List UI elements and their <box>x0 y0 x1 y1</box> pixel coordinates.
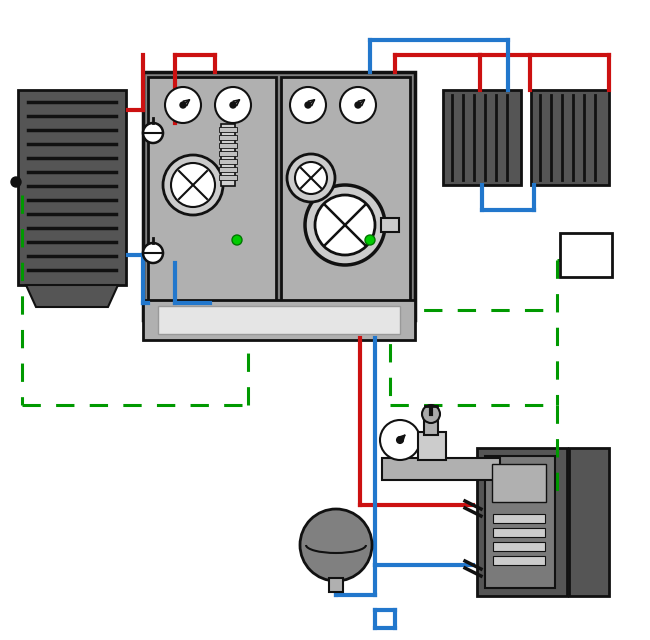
Bar <box>569 448 609 596</box>
Bar <box>221 124 235 186</box>
Bar <box>560 233 612 277</box>
Bar <box>493 542 545 551</box>
Circle shape <box>215 87 251 123</box>
Circle shape <box>422 405 440 423</box>
Circle shape <box>365 235 375 245</box>
Bar <box>443 90 521 185</box>
Circle shape <box>230 102 236 108</box>
Circle shape <box>340 87 376 123</box>
Circle shape <box>290 87 326 123</box>
Bar <box>219 151 237 156</box>
Bar <box>219 175 237 180</box>
Bar <box>493 528 545 537</box>
Circle shape <box>163 155 223 215</box>
Circle shape <box>380 420 420 460</box>
Circle shape <box>232 235 242 245</box>
Circle shape <box>165 87 201 123</box>
Circle shape <box>143 123 163 143</box>
Circle shape <box>305 102 311 108</box>
Bar <box>418 432 446 460</box>
Bar <box>381 218 399 232</box>
Circle shape <box>300 509 372 581</box>
Circle shape <box>355 102 361 108</box>
Circle shape <box>143 243 163 263</box>
Bar <box>219 167 237 172</box>
Circle shape <box>287 154 335 202</box>
Bar <box>219 127 237 132</box>
Circle shape <box>171 163 215 207</box>
Bar <box>219 135 237 140</box>
Circle shape <box>295 162 327 194</box>
Bar <box>148 77 276 315</box>
Bar <box>143 300 415 340</box>
Bar <box>531 90 609 185</box>
Circle shape <box>305 185 385 265</box>
Bar <box>329 578 343 592</box>
Circle shape <box>315 195 375 255</box>
Bar <box>424 415 438 435</box>
Bar <box>477 448 567 596</box>
Polygon shape <box>26 285 118 307</box>
Circle shape <box>397 437 403 443</box>
Bar <box>18 90 126 285</box>
Bar <box>281 77 410 315</box>
Bar <box>219 143 237 148</box>
Bar <box>143 72 415 320</box>
Bar <box>493 556 545 565</box>
Bar <box>158 306 400 334</box>
Bar <box>492 464 546 502</box>
Bar <box>219 159 237 164</box>
Bar <box>493 514 545 523</box>
Circle shape <box>180 102 186 108</box>
Bar <box>485 456 555 588</box>
Bar <box>382 458 500 480</box>
Circle shape <box>11 177 21 187</box>
